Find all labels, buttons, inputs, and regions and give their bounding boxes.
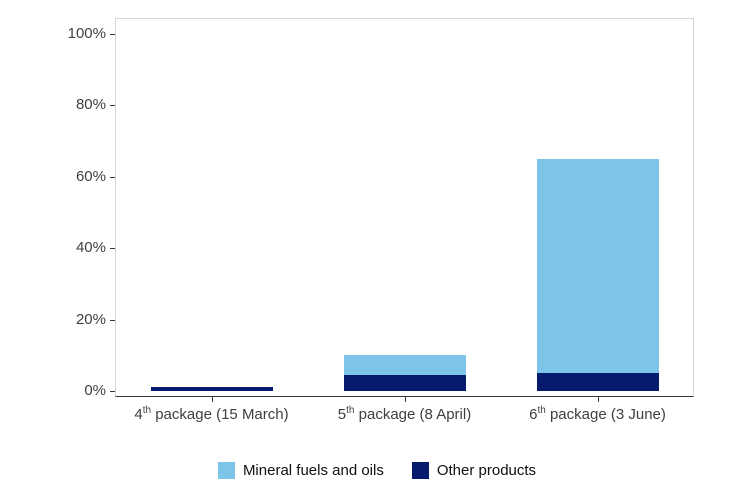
y-tick-label: 100% bbox=[67, 25, 106, 42]
x-axis-label: 4th package (15 March) bbox=[134, 405, 289, 424]
legend-swatch bbox=[411, 461, 429, 479]
bar-segment-mineral-fuels-and-oils bbox=[343, 355, 466, 375]
bar-segment-other-products bbox=[536, 373, 659, 391]
legend-label: Other products bbox=[436, 461, 537, 479]
y-tick-mark bbox=[110, 105, 115, 107]
legend-swatch bbox=[217, 461, 235, 479]
x-tick-mark bbox=[404, 397, 406, 402]
y-tick-label: 20% bbox=[75, 310, 106, 328]
y-tick-label: 80% bbox=[75, 96, 106, 114]
legend-item: Mineral fuels and oils bbox=[217, 461, 384, 479]
y-tick-mark bbox=[110, 248, 115, 250]
y-tick-mark bbox=[110, 391, 115, 392]
legend-label: Mineral fuels and oils bbox=[242, 461, 384, 479]
y-tick-label: 0% bbox=[84, 382, 106, 399]
legend-item: Other products bbox=[411, 461, 537, 479]
y-tick-label: 60% bbox=[75, 167, 106, 185]
x-axis-label: 5th package (8 April) bbox=[337, 405, 472, 424]
x-tick-mark bbox=[597, 397, 599, 402]
bar-segment-other-products bbox=[343, 374, 466, 391]
y-tick-label: 40% bbox=[75, 239, 106, 257]
bar-segment-other-products bbox=[150, 387, 273, 391]
y-tick-mark bbox=[110, 34, 115, 35]
bar-segment-mineral-fuels-and-oils bbox=[536, 158, 659, 374]
x-tick-mark bbox=[211, 397, 213, 402]
x-axis-label: 6th package (3 June) bbox=[529, 405, 666, 424]
y-tick-mark bbox=[110, 176, 115, 178]
y-tick-mark bbox=[110, 319, 115, 321]
legend: Mineral fuels and oils Other products bbox=[0, 460, 754, 480]
